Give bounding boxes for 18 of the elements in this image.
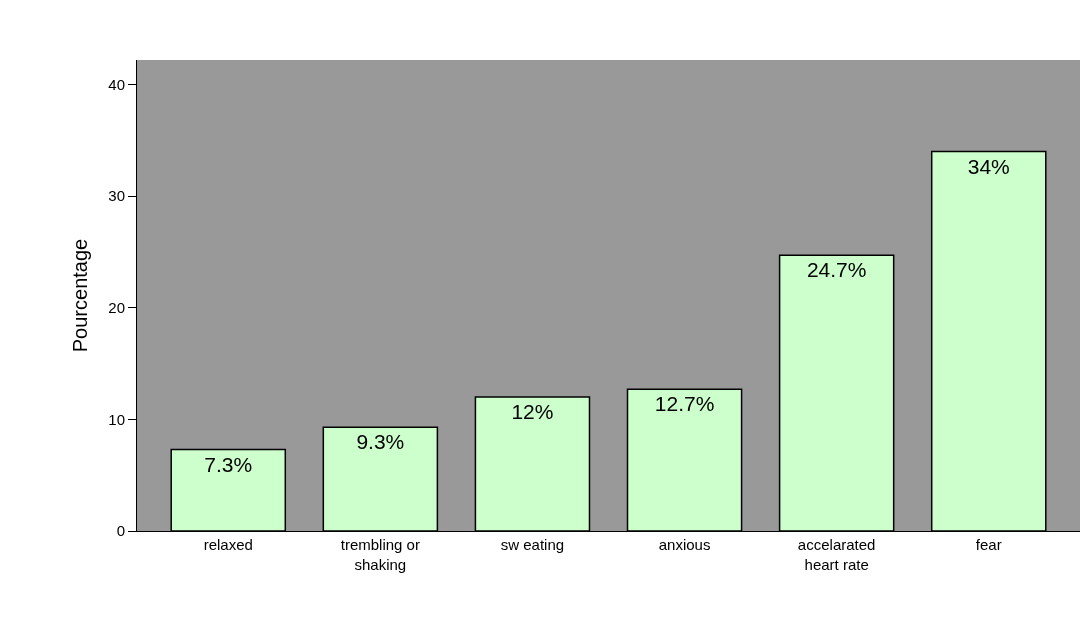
data-label: 12.7% (654, 392, 715, 416)
y-tick-label: 20 (108, 299, 125, 317)
x-tick-label: anxious (658, 536, 711, 553)
data-label: 7.3% (204, 452, 253, 476)
x-tick-label: accelarated heart rate (797, 536, 876, 573)
data-label: 12% (511, 400, 554, 424)
y-tick-label: 40 (108, 75, 125, 93)
y-tick-label: 0 (116, 522, 125, 540)
data-label: 9.3% (356, 430, 405, 454)
x-tick-label: trembling or shaking (340, 536, 420, 573)
data-label: 34% (967, 154, 1010, 178)
x-tick-label: fear (975, 536, 1002, 553)
x-tick-label: relaxed (203, 536, 253, 553)
y-axis-title: Pourcentage (68, 238, 91, 353)
y-tick-label: 10 (108, 410, 125, 428)
x-tick-label: sw eating (500, 536, 565, 553)
data-label: 24.7% (806, 258, 867, 282)
y-tick-label: 30 (108, 187, 125, 205)
